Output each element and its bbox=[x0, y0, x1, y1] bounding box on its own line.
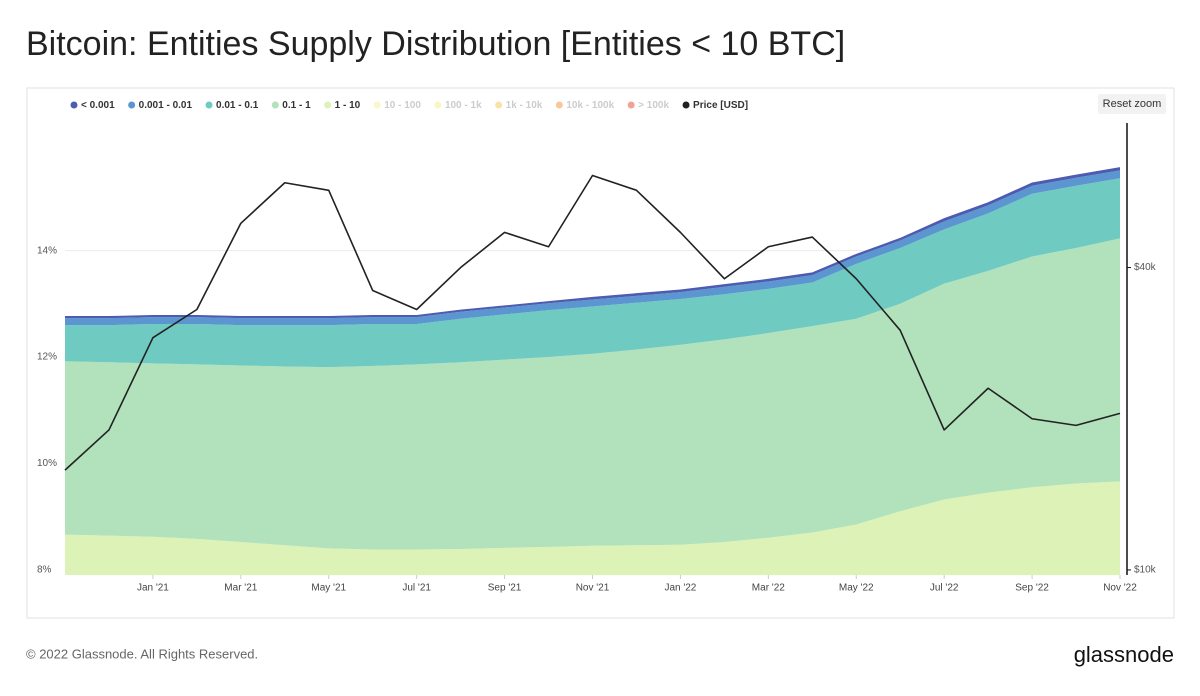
y-tick-label: 10% bbox=[37, 458, 57, 469]
x-tick-label: Mar '21 bbox=[224, 583, 257, 594]
legend-label: > 100k bbox=[638, 100, 669, 111]
legend-label: 0.1 - 1 bbox=[282, 100, 311, 111]
legend-dot bbox=[682, 101, 690, 109]
x-tick-label: Mar '22 bbox=[752, 583, 785, 594]
legend-dot bbox=[434, 101, 442, 109]
legend-dot bbox=[271, 101, 279, 109]
y-tick-label: 8% bbox=[37, 564, 52, 575]
y-tick-label: 14% bbox=[37, 245, 57, 256]
x-tick-label: Nov '22 bbox=[1103, 583, 1137, 594]
legend-dot bbox=[70, 101, 78, 109]
price-line bbox=[64, 174, 1121, 471]
legend-label: 10 - 100 bbox=[384, 100, 421, 111]
legend-dot bbox=[627, 101, 635, 109]
y2-tick-label: $10k bbox=[1134, 565, 1157, 576]
legend-dot bbox=[128, 101, 136, 109]
x-tick-label: Jan '22 bbox=[664, 583, 696, 594]
x-tick-label: Jul '21 bbox=[402, 583, 431, 594]
legend-dot bbox=[324, 101, 332, 109]
footer: © 2022 Glassnode. All Rights Reserved. bbox=[26, 646, 258, 661]
reset-zoom-bg[interactable] bbox=[1098, 94, 1166, 114]
reset-zoom[interactable]: Reset zoom bbox=[1098, 94, 1166, 114]
area bbox=[65, 238, 1120, 550]
y2-tick-label: $40k bbox=[1134, 262, 1157, 273]
legend-dot bbox=[555, 101, 563, 109]
legend-label: 0.01 - 0.1 bbox=[216, 100, 259, 111]
x-tick-label: Sep '22 bbox=[1015, 583, 1049, 594]
y-tick-label: 12% bbox=[37, 352, 57, 363]
area bbox=[65, 481, 1120, 575]
legend-label: < 0.001 bbox=[81, 100, 115, 111]
legend-label: 0.001 - 0.01 bbox=[139, 100, 193, 111]
chart-title: Bitcoin: Entities Supply Distribution [E… bbox=[26, 25, 845, 63]
legend-label: Price [USD] bbox=[693, 100, 748, 111]
legend-label: 1 - 10 bbox=[335, 100, 361, 111]
legend-label: 1k - 10k bbox=[506, 100, 543, 111]
legend-dot bbox=[205, 101, 213, 109]
x-tick-label: Nov '21 bbox=[576, 583, 610, 594]
x-tick-label: Sep '21 bbox=[488, 583, 522, 594]
x-tick-label: Jul '22 bbox=[930, 583, 959, 594]
reset-zoom-label[interactable]: Reset zoom bbox=[1103, 98, 1162, 110]
legend-dot bbox=[373, 101, 381, 109]
legend-label: 100 - 1k bbox=[445, 100, 482, 111]
x-tick-label: Jan '21 bbox=[137, 583, 169, 594]
legend-dot bbox=[495, 101, 503, 109]
logo: glassnode bbox=[1074, 642, 1174, 667]
x-tick-label: May '21 bbox=[311, 583, 346, 594]
x-tick-label: May '22 bbox=[839, 583, 874, 594]
area bbox=[65, 178, 1120, 368]
legend-label: 10k - 100k bbox=[566, 100, 614, 111]
